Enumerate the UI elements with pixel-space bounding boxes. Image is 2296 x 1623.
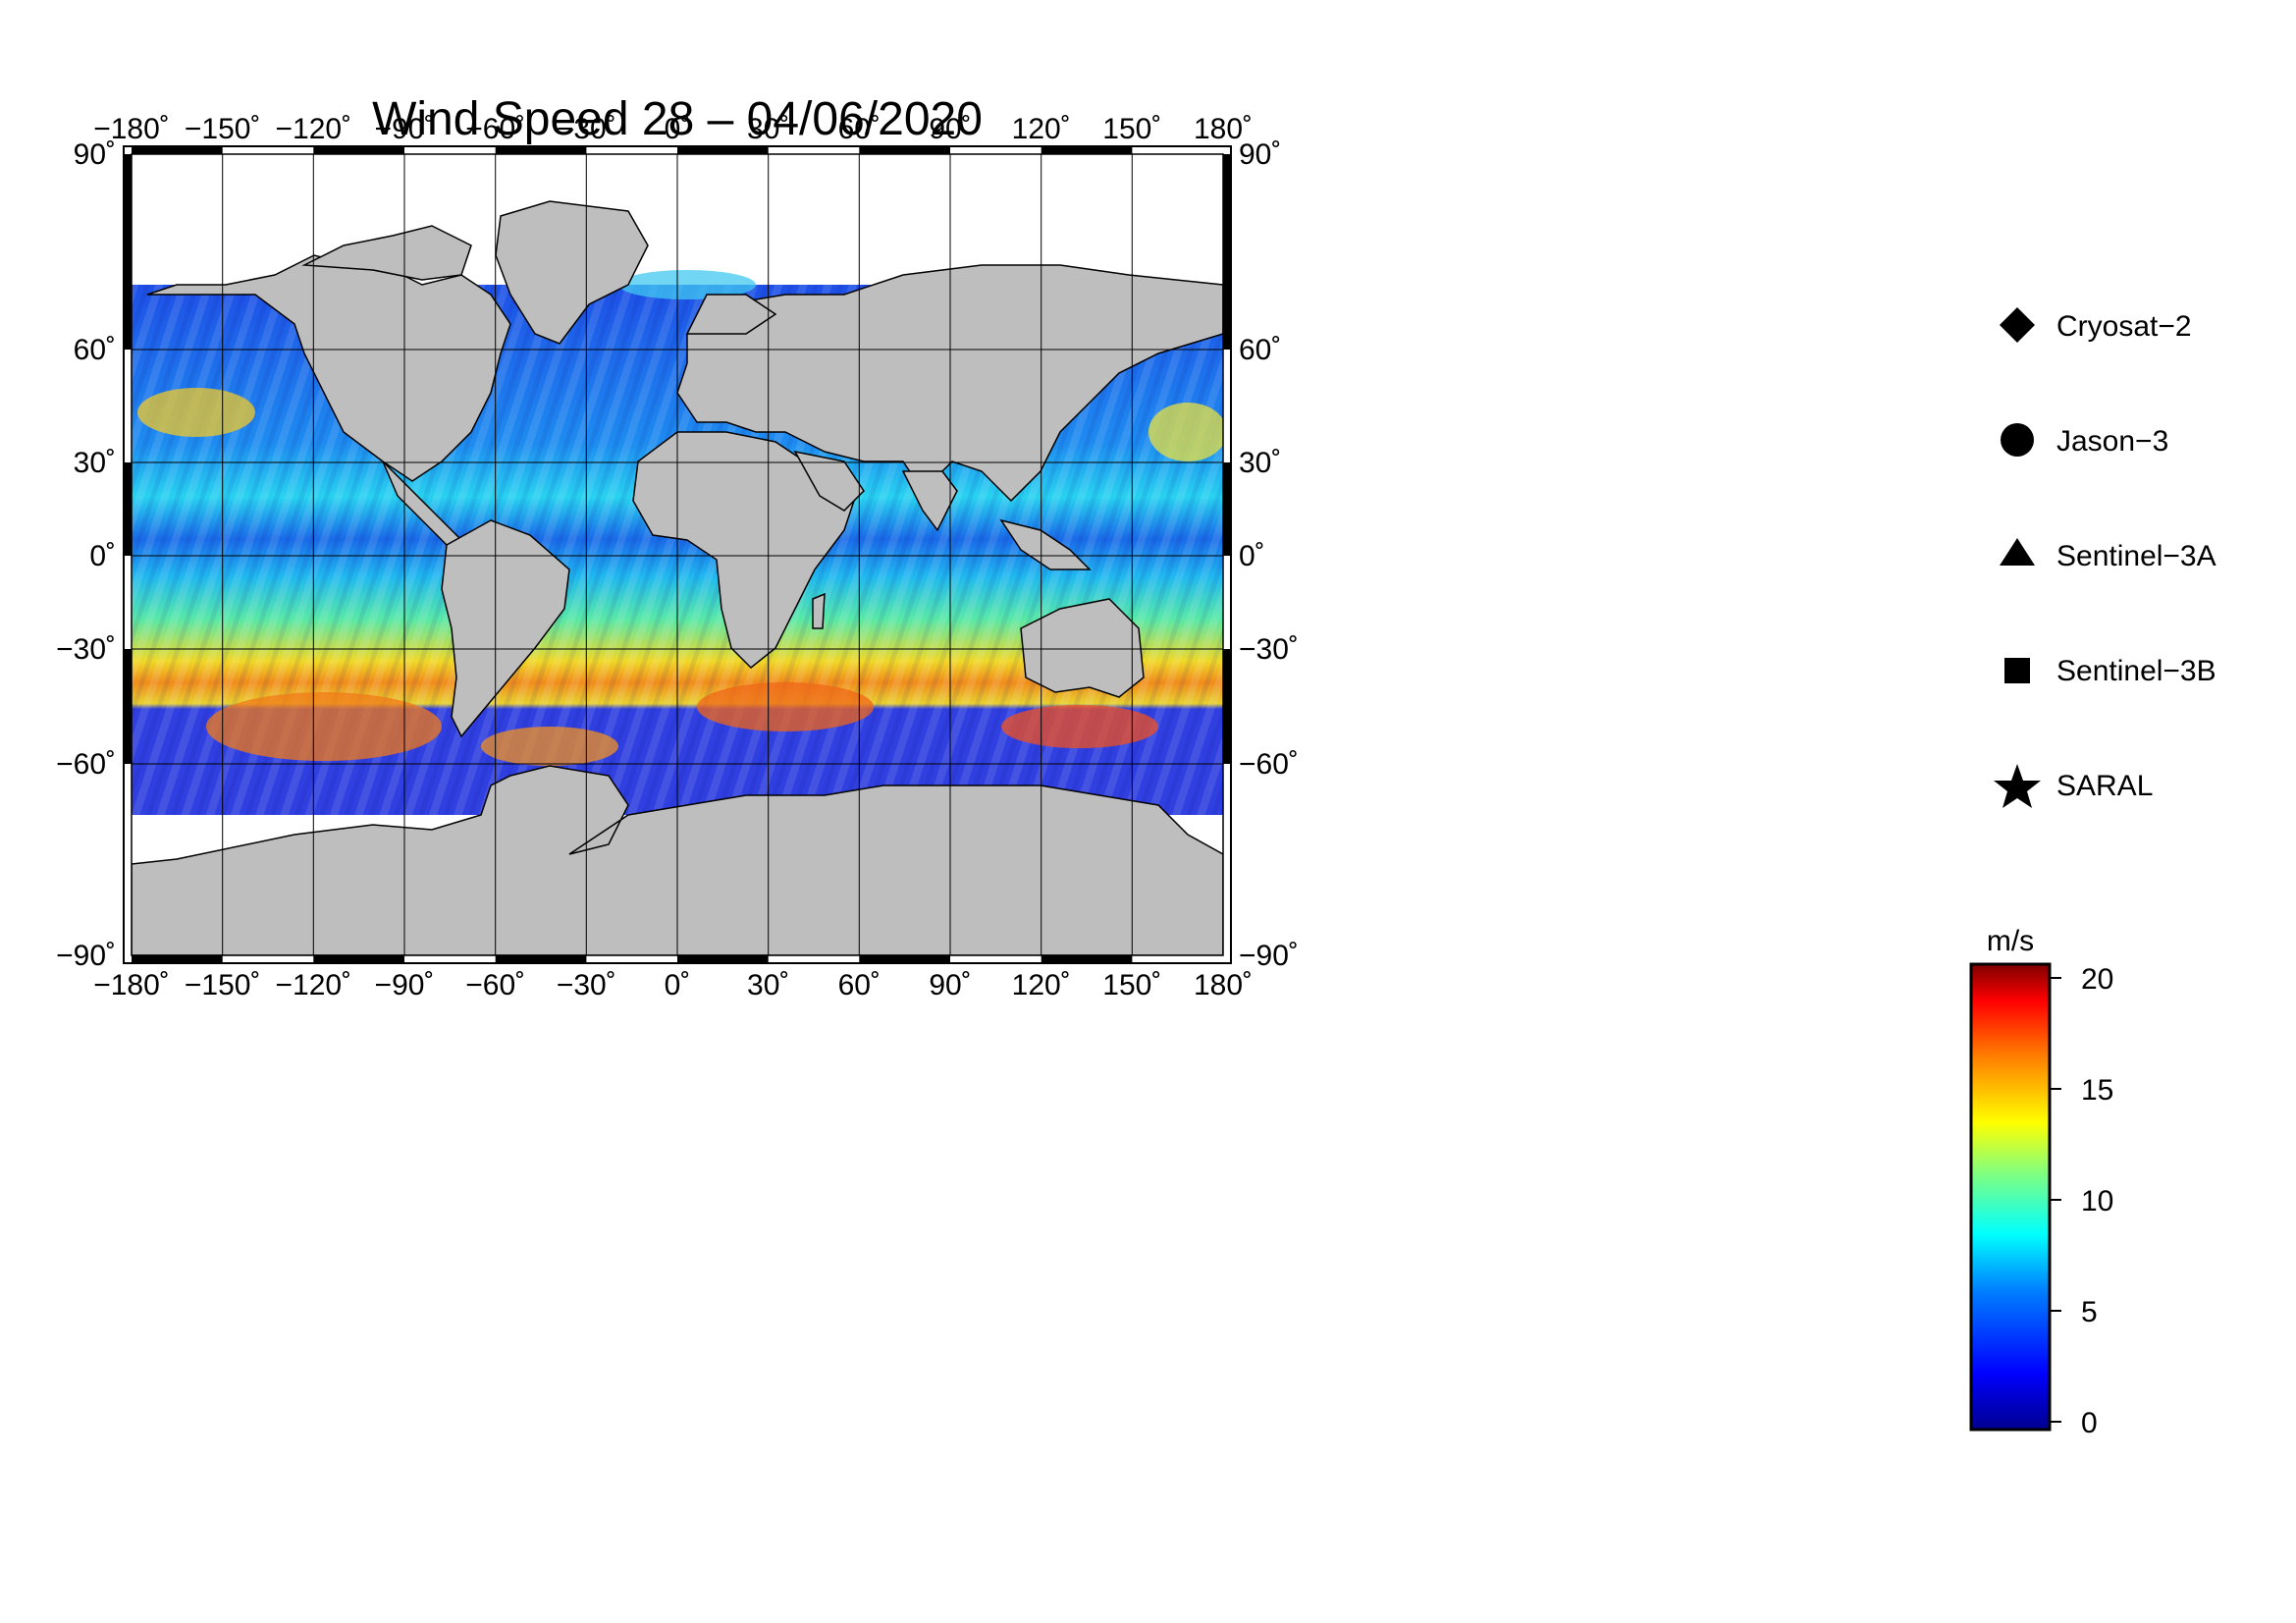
lon-tick-label: −30˚ [557, 113, 616, 145]
colorbar-tick-label: 15 [2081, 1074, 2113, 1107]
lon-tick-label: 120˚ [1012, 969, 1071, 1001]
lon-tick-label: −150˚ [185, 969, 261, 1001]
colorbar-unit: m/s [1987, 925, 2034, 957]
square-icon [2004, 658, 2030, 683]
lon-tick-label: −60˚ [465, 113, 525, 145]
lat-tick-label: −60˚ [56, 748, 116, 781]
canadian-arctic [301, 225, 472, 281]
greenland [495, 200, 649, 345]
colorbar-tick-label: 5 [2081, 1296, 2098, 1328]
colorbar: m/s 20 15 10 5 0 [1969, 925, 2113, 1439]
legend-label: Cryosat−2 [2056, 310, 2192, 343]
legend-item-jason: Jason−3 [2001, 423, 2168, 458]
arabia [793, 450, 865, 512]
lat-labels-right: 90˚ 60˚ 30˚ 0˚ −30˚ −60˚ −90˚ [1239, 138, 1299, 972]
lon-labels-bottom: −180˚ −150˚ −120˚ −90˚ −60˚ −30˚ 0˚ 30˚ … [93, 969, 1253, 1001]
lat-tick-label: −90˚ [1239, 940, 1299, 972]
lon-tick-label: 120˚ [1012, 113, 1071, 145]
lat-tick-label: 60˚ [74, 334, 116, 366]
triangle-icon [2000, 538, 2035, 566]
lon-tick-label: −120˚ [276, 969, 352, 1001]
lon-tick-label: 150˚ [1102, 113, 1161, 145]
graticule [132, 154, 1223, 955]
madagascar [812, 592, 826, 629]
legend-item-saral: SARAL [1994, 764, 2153, 808]
lon-tick-label: −180˚ [93, 113, 170, 145]
lon-labels-top: −180˚ −150˚ −120˚ −90˚ −60˚ −30˚ 0˚ 30˚ … [93, 113, 1253, 145]
lat-tick-label: −30˚ [56, 633, 116, 666]
lon-tick-label: 30˚ [747, 113, 789, 145]
lon-tick-label: −90˚ [375, 113, 435, 145]
lon-tick-label: 90˚ [929, 969, 971, 1001]
high-wind-patches [137, 270, 1223, 766]
lon-tick-label: 60˚ [838, 969, 881, 1001]
lon-tick-label: 0˚ [665, 969, 691, 1001]
star-icon [1994, 764, 2041, 808]
lat-tick-label: −30˚ [1239, 633, 1299, 666]
lat-tick-label: 30˚ [74, 447, 116, 479]
satellite-legend: Cryosat−2 Jason−3 Sentinel−3A Sentinel−3… [1994, 307, 2216, 808]
diamond-icon [2000, 307, 2035, 343]
colorbar-tick-label: 0 [2081, 1407, 2098, 1439]
colorbar-ramp [1969, 962, 2052, 1432]
legend-label: Sentinel−3B [2056, 655, 2216, 687]
lat-labels-left: 90˚ 60˚ 30˚ 0˚ −30˚ −60˚ −90˚ [56, 138, 116, 972]
legend-label: Sentinel−3A [2056, 540, 2216, 572]
lon-tick-label: 30˚ [747, 969, 789, 1001]
lon-tick-label: 150˚ [1102, 969, 1161, 1001]
map-frame [123, 145, 1232, 964]
chart-title: Wind Speed 28 – 04/06/2020 [372, 93, 983, 145]
africa [632, 431, 855, 670]
circle-icon [2001, 423, 2034, 457]
lon-tick-label: 0˚ [665, 113, 691, 145]
lon-tick-label: −90˚ [375, 969, 435, 1001]
lat-tick-label: 60˚ [1239, 334, 1281, 366]
lon-tick-label: 180˚ [1194, 113, 1253, 145]
india [901, 470, 958, 532]
colorbar-ticks [2050, 977, 2061, 1423]
lat-tick-label: 0˚ [1239, 540, 1265, 572]
legend-item-cryosat: Cryosat−2 [2000, 307, 2192, 343]
australia [1020, 598, 1145, 698]
lon-tick-label: 180˚ [1194, 969, 1253, 1001]
colorbar-tick-label: 20 [2081, 963, 2113, 996]
lat-tick-label: −90˚ [56, 940, 116, 972]
lon-tick-label: −60˚ [465, 969, 525, 1001]
legend-item-sentinel-3a: Sentinel−3A [2000, 538, 2216, 572]
lat-tick-label: 90˚ [1239, 138, 1281, 171]
map-panel [132, 154, 1223, 955]
legend-item-sentinel-3b: Sentinel−3B [2004, 655, 2216, 687]
lon-tick-label: −30˚ [557, 969, 616, 1001]
lat-tick-label: 90˚ [74, 138, 116, 171]
south-america [441, 519, 570, 738]
lat-tick-label: 0˚ [89, 540, 116, 572]
lat-tick-label: 30˚ [1239, 447, 1281, 479]
southeast-asia [999, 518, 1092, 570]
lat-tick-label: −60˚ [1239, 748, 1299, 781]
scandinavia [685, 294, 777, 335]
legend-label: Jason−3 [2056, 425, 2168, 458]
lon-tick-label: −150˚ [185, 113, 261, 145]
lon-tick-label: −120˚ [276, 113, 352, 145]
lon-tick-label: −180˚ [93, 969, 170, 1001]
colorbar-tick-label: 10 [2081, 1185, 2113, 1217]
north-america [146, 254, 511, 482]
lon-tick-label: 90˚ [929, 113, 971, 145]
legend-label: SARAL [2056, 770, 2153, 802]
lon-tick-label: 60˚ [838, 113, 881, 145]
